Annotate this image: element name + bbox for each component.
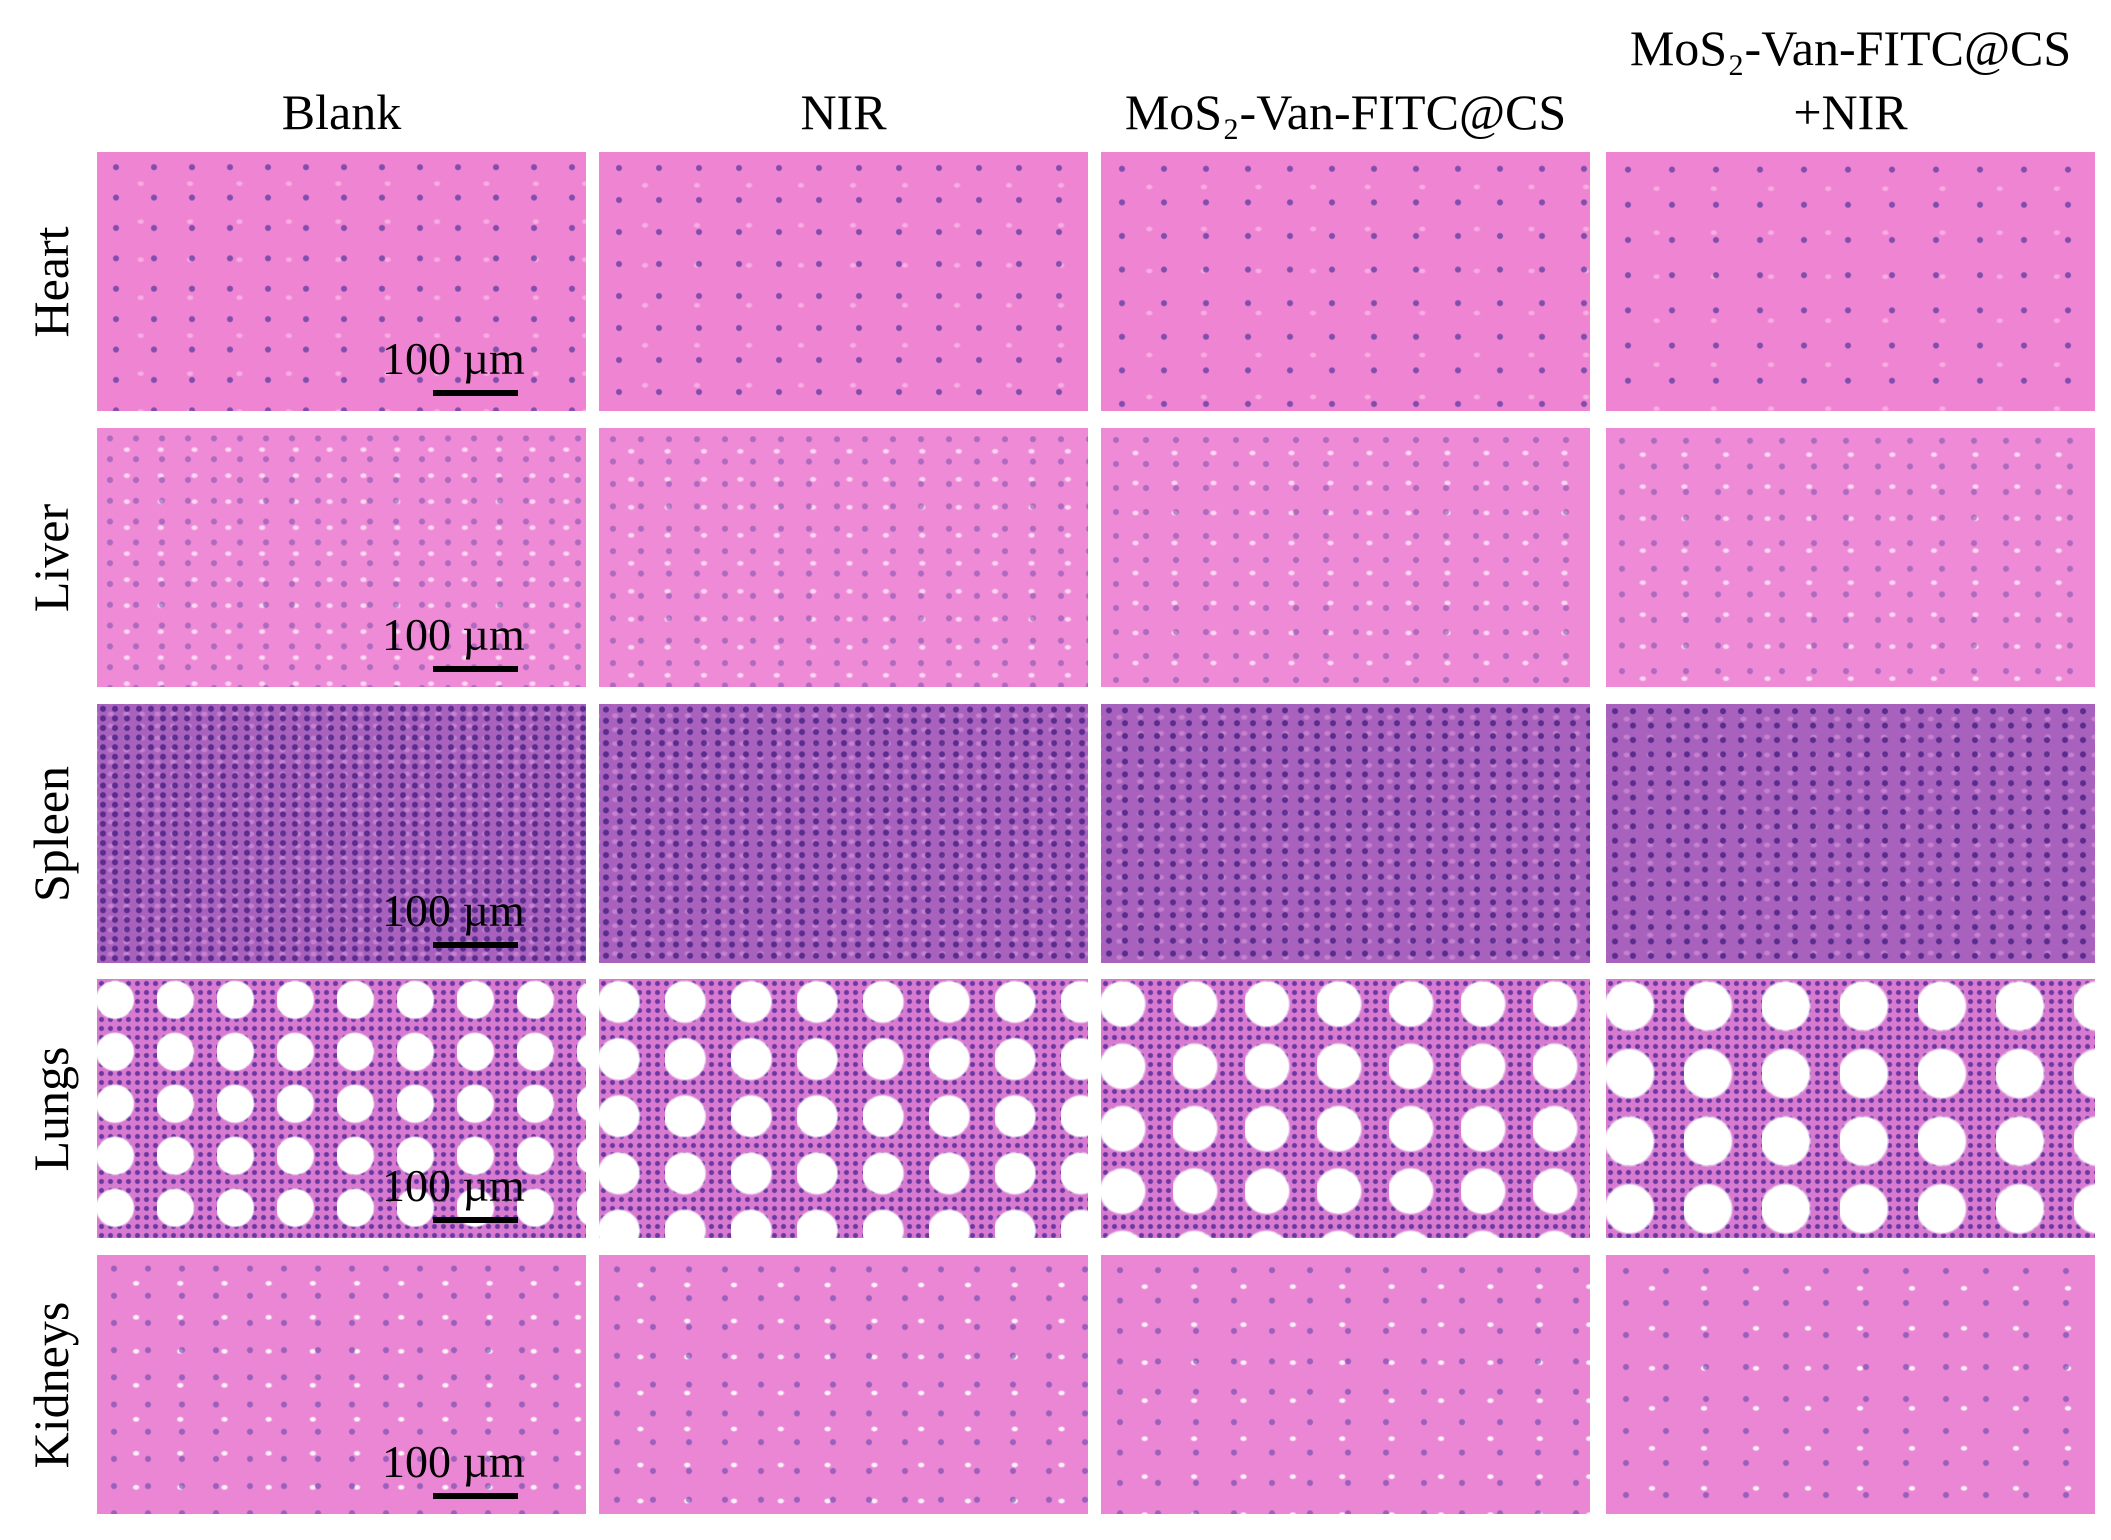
micrograph [599, 428, 1088, 687]
scale-bar [433, 390, 518, 396]
micrograph [1101, 979, 1590, 1238]
micrograph [1606, 152, 2095, 411]
row-label: Liver [23, 503, 79, 612]
scale-bar [433, 666, 518, 672]
micrograph [1606, 704, 2095, 963]
scale-bar-label: 100 µm [382, 333, 525, 384]
column-header: Blank [281, 84, 402, 140]
micrograph [1606, 1255, 2095, 1514]
row-label: Heart [23, 225, 79, 338]
scale-bar-label: 100 µm [382, 1160, 525, 1211]
micrograph [599, 1255, 1088, 1514]
micrograph [1101, 1255, 1590, 1514]
scale-bar-label: 100 µm [382, 1436, 525, 1487]
scale-bar-label: 100 µm [382, 609, 525, 660]
micrograph [97, 704, 586, 963]
column-header: NIR [800, 84, 887, 140]
micrograph [97, 1255, 586, 1514]
row-label: Lungs [23, 1046, 79, 1171]
micrograph [1606, 979, 2095, 1238]
micrograph [97, 152, 586, 411]
micrograph [1101, 704, 1590, 963]
scale-bar [433, 1217, 518, 1223]
micrograph [599, 704, 1088, 963]
micrograph [1101, 428, 1590, 687]
scale-bar-label: 100 µm [382, 885, 525, 936]
micrograph [599, 979, 1088, 1238]
scale-bar [433, 1493, 518, 1499]
row-label: Kidneys [23, 1301, 79, 1468]
micrograph [97, 979, 586, 1238]
micrograph [599, 152, 1088, 411]
column-header: +NIR [1793, 84, 1908, 140]
row-label: Spleen [23, 765, 79, 902]
micrograph [1101, 152, 1590, 411]
micrograph [97, 428, 586, 687]
scale-bar [433, 942, 518, 948]
column-header: MoS₂-Van-FITC@CS [1629, 20, 2072, 76]
micrograph [1606, 428, 2095, 687]
column-header: MoS₂-Van-FITC@CS [1124, 84, 1567, 140]
